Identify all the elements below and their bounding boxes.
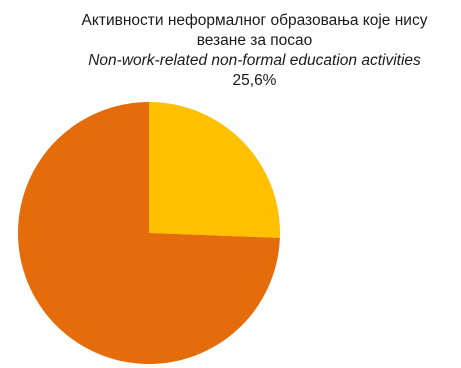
pie-slice-1 [149,102,281,238]
annotation-value-label: 25,6% [232,72,277,89]
annotation-english: Non-work-related non-formal education ac… [88,52,421,69]
annotation-serbian-line1: Активности неформалног образовања које н… [81,12,428,29]
pie-slice-2 [17,102,280,365]
annotation-serbian-line2: везане за посао [196,32,313,49]
